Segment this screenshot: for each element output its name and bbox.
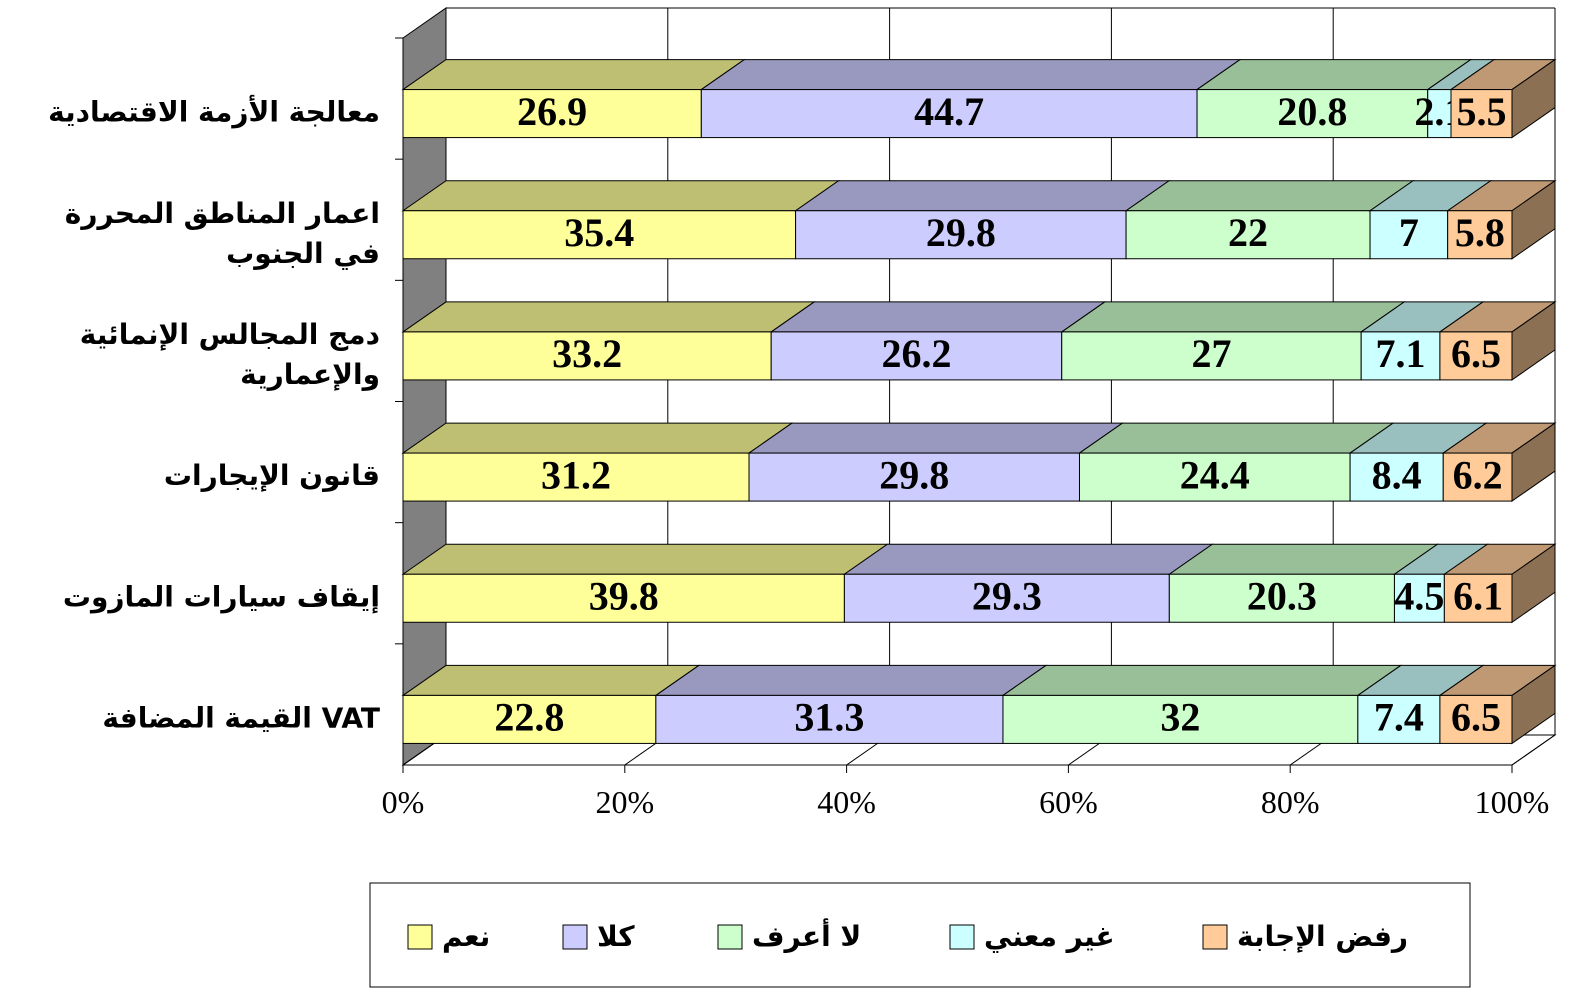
bar-top xyxy=(1195,59,1473,91)
data-label: 44.7 xyxy=(914,89,984,134)
bar xyxy=(1002,694,1359,744)
data-label: 27 xyxy=(1191,331,1231,376)
data-label: 31.2 xyxy=(541,452,611,497)
legend-swatch xyxy=(1202,924,1228,950)
bar-top xyxy=(769,301,1107,333)
x-tick-label: 60% xyxy=(1039,784,1098,820)
data-label: 7 xyxy=(1399,210,1419,255)
y-tick-label: دمج المجالس الإنمائية والإعمارية xyxy=(80,318,380,391)
bar xyxy=(1443,573,1513,623)
bar-top xyxy=(747,422,1125,454)
data-label: 6.5 xyxy=(1451,331,1501,376)
legend-swatch xyxy=(562,924,588,950)
legend-label: غير معني xyxy=(984,920,1115,953)
bar xyxy=(402,210,797,260)
data-label: 39.8 xyxy=(589,573,659,618)
bar-top xyxy=(1167,543,1440,575)
bar-top xyxy=(1060,301,1406,333)
legend-swatch xyxy=(949,924,975,950)
data-label: 24.4 xyxy=(1180,452,1250,497)
legend-swatch xyxy=(407,924,433,950)
legend-swatch xyxy=(717,924,743,950)
x-tick-label: 20% xyxy=(595,784,654,820)
bar xyxy=(843,573,1170,623)
bar-top xyxy=(1077,422,1395,454)
data-label: 20.3 xyxy=(1247,573,1317,618)
bar xyxy=(1450,89,1513,139)
data-label: 33.2 xyxy=(552,331,622,376)
data-label: 6.2 xyxy=(1453,452,1503,497)
bar xyxy=(700,89,1198,139)
bar-top xyxy=(1124,180,1415,212)
bar-top xyxy=(1001,664,1403,696)
data-label: 6.5 xyxy=(1451,695,1501,740)
bar-top xyxy=(401,180,841,212)
bar xyxy=(1061,331,1362,381)
bar-top xyxy=(654,664,1048,696)
data-label: 22 xyxy=(1228,210,1268,255)
floor-line xyxy=(1511,734,1556,766)
legend-label: رفض الإجابة xyxy=(1237,920,1408,953)
bar xyxy=(1439,694,1513,744)
data-label: 6.1 xyxy=(1453,573,1503,618)
bar xyxy=(1447,210,1513,260)
bar-top xyxy=(401,301,816,333)
bar-top xyxy=(401,59,746,91)
bar xyxy=(1125,210,1371,260)
data-label: 5.5 xyxy=(1457,89,1507,134)
bar xyxy=(1369,210,1449,260)
bar xyxy=(795,210,1127,260)
data-label: 7.4 xyxy=(1374,695,1424,740)
bar xyxy=(1078,452,1351,502)
bar xyxy=(1349,452,1444,502)
data-label: 29.3 xyxy=(972,573,1042,618)
bar xyxy=(748,452,1080,502)
data-label: 32 xyxy=(1160,695,1200,740)
bar-top xyxy=(401,422,794,454)
bar-top xyxy=(699,59,1242,91)
legend xyxy=(369,882,1471,988)
legend-label: لا أعرف xyxy=(752,918,861,953)
y-tick-label: القيمة المضافة VAT xyxy=(102,701,380,734)
data-label: 26.2 xyxy=(881,331,951,376)
x-tick-label: 40% xyxy=(817,784,876,820)
bar xyxy=(402,331,772,381)
data-label: 35.4 xyxy=(564,210,634,255)
bar-top xyxy=(401,543,889,575)
x-tick-label: 0% xyxy=(382,784,425,820)
bar-top xyxy=(842,543,1214,575)
data-label: 26.9 xyxy=(517,89,587,134)
data-label: 29.8 xyxy=(926,210,996,255)
bar-top xyxy=(401,664,701,696)
data-label: 31.3 xyxy=(794,695,864,740)
data-label: 20.8 xyxy=(1277,89,1347,134)
data-label: 22.8 xyxy=(494,695,564,740)
bar-top xyxy=(793,180,1171,212)
bar xyxy=(402,694,657,744)
bar xyxy=(1360,331,1441,381)
y-tick-label: معالجة الأزمة الاقتصادية xyxy=(48,95,380,129)
data-label: 29.8 xyxy=(879,452,949,497)
legend-label: كلا xyxy=(597,920,635,953)
bar xyxy=(402,452,750,502)
y-tick-label: قانون الإيجارات xyxy=(164,459,380,492)
data-label: 5.8 xyxy=(1455,210,1505,255)
data-label: 4.5 xyxy=(1394,573,1444,618)
bar xyxy=(1168,573,1395,623)
x-tick-label: 80% xyxy=(1261,784,1320,820)
data-label: 8.4 xyxy=(1372,452,1422,497)
bar xyxy=(1393,573,1445,623)
bar xyxy=(402,89,702,139)
bar xyxy=(1442,452,1513,502)
data-label: 7.1 xyxy=(1376,331,1426,376)
legend-label: نعم xyxy=(442,920,490,953)
x-tick-label: 100% xyxy=(1475,784,1550,820)
y-tick-label: إيقاف سيارات المازوت xyxy=(63,580,380,614)
y-tick-label: اعمار المناطق المحررة في الجنوب xyxy=(65,197,380,270)
bar xyxy=(1439,331,1513,381)
